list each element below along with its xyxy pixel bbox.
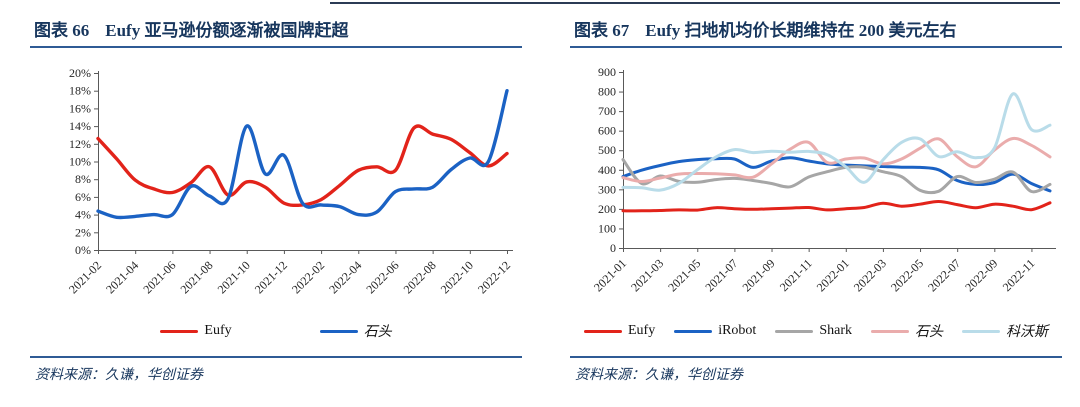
x-tick-label: 2021-06: [140, 258, 178, 296]
legend-line-swatch: [674, 329, 713, 333]
y-tick-label: 0%: [75, 243, 91, 257]
x-tick-label: 2022-08: [401, 258, 439, 296]
y-tick-label: 800: [598, 85, 616, 99]
y-tick-label: 900: [598, 65, 616, 79]
y-tick-label: 4%: [75, 208, 91, 222]
legend-line-swatch: [775, 329, 814, 333]
legend-line-swatch: [871, 329, 909, 333]
x-tick-label: 2022-05: [888, 256, 926, 294]
figure-66-heading: 图表 66 Eufy 亚马逊份额逐渐被国牌赶超: [30, 0, 522, 41]
y-tick-label: 500: [598, 143, 616, 157]
x-tick-label: 2021-10: [215, 258, 253, 296]
figure-67-heading: 图表 67 Eufy 扫地机均价长期维持在 200 美元左右: [570, 0, 1062, 41]
legend-line-swatch: [319, 329, 358, 333]
legend-item-科沃斯: 科沃斯: [962, 321, 1048, 341]
legend-label: 科沃斯: [1006, 325, 1048, 340]
y-tick-label: 0: [610, 241, 616, 255]
axes: [619, 70, 1056, 252]
x-tick-label: 2022-02: [289, 258, 327, 296]
legend-label: 石头: [915, 325, 943, 340]
legend-label: iRobot: [718, 323, 757, 338]
legend-item-石头: 石头: [319, 321, 392, 341]
x-tick-label: 2021-01: [591, 256, 629, 294]
legend-item-Shark: Shark: [775, 323, 852, 339]
series-line-Eufy: [621, 199, 1052, 213]
series-line-iRobot: [621, 156, 1052, 193]
y-tick-label: 400: [598, 163, 616, 177]
y-tick-label: 6%: [75, 190, 91, 204]
x-tick-label: 2022-09: [962, 256, 1000, 294]
figure-66-title: Eufy 亚马逊份额逐渐被国牌赶超: [105, 21, 349, 40]
series-line-Shark: [621, 158, 1052, 195]
source-divider: [30, 356, 522, 358]
legend-label: Eufy: [204, 323, 232, 338]
figure-67-title: Eufy 扫地机均价长期维持在 200 美元左右: [645, 21, 957, 40]
y-tick-label: 20%: [69, 66, 91, 80]
x-tick-label: 2022-07: [925, 256, 963, 294]
x-tick-label: 2021-08: [177, 258, 215, 296]
series-line-Eufy: [96, 124, 509, 208]
figure-66-label: 图表 66: [34, 21, 90, 40]
figure-66: 图表 66 Eufy 亚马逊份额逐渐被国牌赶超 0% 2% 4% 6% 8% 10% 12% 1…: [30, 0, 522, 407]
x-tick-label: 2022-04: [326, 258, 364, 296]
legend-item-Eufy: Eufy: [160, 323, 232, 339]
y-tick-label: 16%: [69, 101, 91, 115]
legend-line-swatch: [160, 329, 199, 333]
x-tick-label: 2021-12: [252, 258, 290, 296]
series-line-科沃斯: [621, 92, 1052, 192]
x-tick-label: 2021-03: [628, 256, 666, 294]
legend-line-swatch: [962, 329, 1000, 333]
x-tick-label: 2022-01: [814, 256, 852, 294]
x-tick-label: 2022-10: [438, 258, 476, 296]
x-tick-label: 2021-02: [66, 258, 104, 296]
figure-67-label: 图表 67: [574, 21, 630, 40]
y-tick-label: 12%: [69, 137, 91, 151]
x-tick-label: 2021-05: [665, 256, 703, 294]
legend-label: Eufy: [627, 323, 656, 338]
legend-figure-67: Eufy iRobot Shark 石头 科沃斯: [570, 321, 1062, 341]
y-tick-label: 18%: [69, 84, 91, 98]
x-tick-label: 2021-04: [103, 258, 141, 296]
legend-label: 石头: [363, 325, 392, 340]
x-tick-label: 2022-11: [1000, 256, 1038, 294]
axes: [94, 71, 513, 254]
title-underline: [570, 46, 1062, 48]
legend-line-swatch: [583, 329, 622, 333]
legend-item-Eufy: Eufy: [583, 323, 656, 339]
line-chart-eufy-amazon-share: 0%2%4%6%8%10%12%14%16%18%20%2021-022021-…: [66, 66, 513, 296]
x-tick-label: 2021-09: [739, 256, 777, 294]
legend-item-iRobot: iRobot: [674, 323, 756, 339]
x-tick-label: 2022-12: [475, 258, 513, 296]
y-tick-label: 10%: [69, 155, 91, 169]
line-chart-vacuum-avg-price: 01002003004005006007008009002021-012021-…: [591, 65, 1056, 294]
y-tick-label: 100: [598, 221, 616, 235]
figure-67: 图表 67 Eufy 扫地机均价长期维持在 200 美元左右 0 100 200 300…: [570, 0, 1062, 407]
y-tick-label: 600: [598, 124, 616, 138]
legend-figure-66: Eufy 石头: [30, 321, 522, 341]
x-tick-label: 2022-03: [851, 256, 889, 294]
source-text: 资料来源：久谦，华创证券: [575, 368, 743, 383]
series-line-石头: [621, 136, 1052, 184]
y-tick-label: 200: [598, 202, 616, 216]
series-line-石头: [96, 89, 509, 220]
page-crop-border: [330, 2, 1060, 4]
x-tick-label: 2021-07: [702, 256, 740, 294]
x-tick-label: 2021-11: [777, 256, 815, 294]
y-tick-label: 2%: [75, 225, 91, 239]
y-tick-label: 14%: [69, 119, 91, 133]
source-divider: [570, 356, 1062, 358]
axis-labels: 0%2%4%6%8%10%12%14%16%18%20%2021-022021-…: [66, 66, 513, 296]
legend-item-石头: 石头: [871, 321, 943, 341]
x-tick-label: 2022-06: [363, 258, 401, 296]
title-underline: [30, 46, 522, 48]
y-tick-label: 300: [598, 182, 616, 196]
source-text: 资料来源：久谦，华创证券: [35, 368, 203, 383]
legend-label: Shark: [819, 323, 852, 338]
y-tick-label: 8%: [75, 172, 91, 186]
y-tick-label: 700: [598, 104, 616, 118]
